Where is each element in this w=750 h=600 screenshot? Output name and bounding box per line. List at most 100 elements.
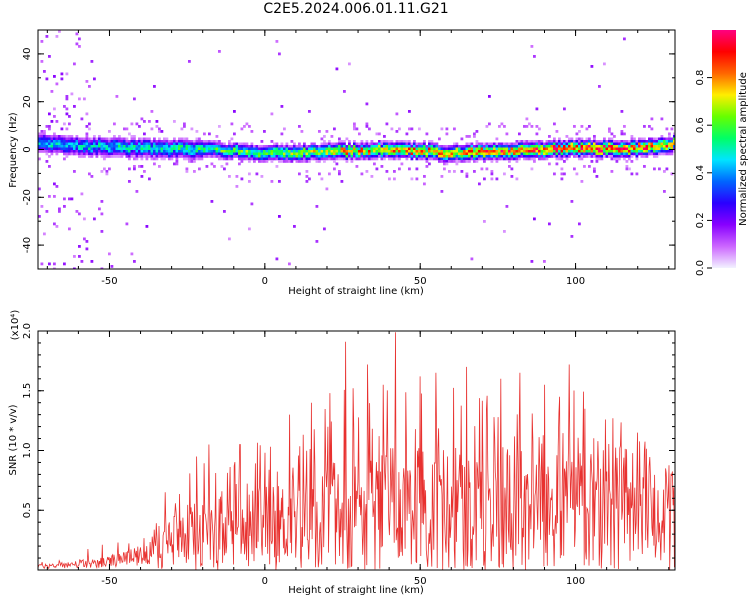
heatmap-cell [245,145,249,148]
heatmap-cell [448,157,451,161]
heatmap-cell [405,155,409,158]
heatmap-cell [460,147,464,151]
heatmap-cell [410,145,414,148]
heatmap-cell [230,142,234,146]
heatmap-cell [293,225,296,228]
heatmap-cell [205,150,209,153]
heatmap-cell [128,150,131,153]
heatmap-cell [500,147,504,151]
spectrogram-y-label: Frequency (Hz) [8,112,19,188]
heatmap-cell [173,147,176,151]
heatmap-cell [75,137,79,141]
heatmap-cell [145,147,149,151]
heatmap-cell [350,152,354,156]
heatmap-cell [38,140,41,143]
heatmap-cell [318,172,321,176]
heatmap-cell [343,150,346,153]
heatmap-cell [183,150,186,153]
heatmap-cell [455,160,459,163]
heatmap-cell [440,150,444,153]
heatmap-cell [503,152,506,156]
heatmap-cell [503,147,506,151]
heatmap-cell [563,145,566,148]
heatmap-cell [615,155,619,158]
heatmap-cell [300,147,304,151]
heatmap-cell [340,142,344,146]
heatmap-cell [548,152,551,156]
heatmap-cell [423,142,426,146]
heatmap-cell [550,147,554,151]
heatmap-cell [413,155,416,158]
heatmap-cell [73,150,76,153]
heatmap-cell [318,152,321,156]
heatmap-cell [163,142,166,146]
heatmap-cell [448,145,451,148]
heatmap-cell [443,150,446,153]
heatmap-cell [330,142,334,146]
heatmap-cell [63,150,66,153]
heatmap-cell [120,145,124,148]
heatmap-cell [668,137,671,141]
heatmap-cell [475,145,479,148]
heatmap-cell [513,155,516,158]
heatmap-cell [83,152,86,156]
heatmap-cell [248,152,251,156]
heatmap-cell [258,147,261,151]
heatmap-cell [158,145,161,148]
heatmap-cell [515,150,519,153]
heatmap-cell [660,152,664,156]
heatmap-cell [430,142,434,146]
heatmap-cell [83,217,86,221]
heatmap-cell [545,152,549,156]
heatmap-cell [508,160,511,163]
heatmap-cell [520,155,524,158]
heatmap-cell [325,157,329,161]
heatmap-cell [565,135,569,138]
heatmap-cell [225,157,229,161]
heatmap-cell [130,140,134,143]
heatmap-cell [308,152,311,156]
heatmap-cell [610,150,614,153]
heatmap-cell [640,147,644,151]
heatmap-cell [543,260,546,263]
heatmap-cell [380,150,384,153]
heatmap-cell [48,137,51,141]
heatmap-cell [115,147,119,151]
heatmap-cell [118,140,121,143]
heatmap-cell [320,177,324,181]
heatmap-cell [515,155,519,158]
heatmap-cell [610,152,614,156]
heatmap-cell [195,155,199,158]
heatmap-cell [563,150,566,153]
heatmap-cell [458,157,461,161]
heatmap-cell [463,160,466,163]
heatmap-cell [633,152,636,156]
heatmap-cell [558,140,561,143]
heatmap-cell [113,142,116,146]
heatmap-cell [598,145,601,148]
heatmap-cell [470,147,474,151]
heatmap-cell [45,137,49,141]
heatmap-cell [560,157,564,161]
heatmap-cell [625,160,629,163]
heatmap-cell [223,150,226,153]
heatmap-cell [628,155,631,158]
heatmap-cell [78,145,81,148]
heatmap-cell [90,150,94,153]
heatmap-cell [583,147,586,151]
heatmap-cell [610,170,614,173]
heatmap-cell [375,147,379,151]
heatmap-cell [393,142,396,146]
heatmap-cell [203,132,206,136]
heatmap-cell [45,152,49,156]
heatmap-cell [65,150,69,153]
heatmap-cell [480,150,484,153]
heatmap-cell [340,152,344,156]
heatmap-cell [78,137,81,141]
heatmap-cell [448,150,451,153]
heatmap-cell [160,152,164,156]
heatmap-cell [523,125,526,128]
heatmap-cell [90,147,94,151]
colorbar-tick-label: 0.6 [695,117,706,133]
heatmap-cell [245,157,249,161]
